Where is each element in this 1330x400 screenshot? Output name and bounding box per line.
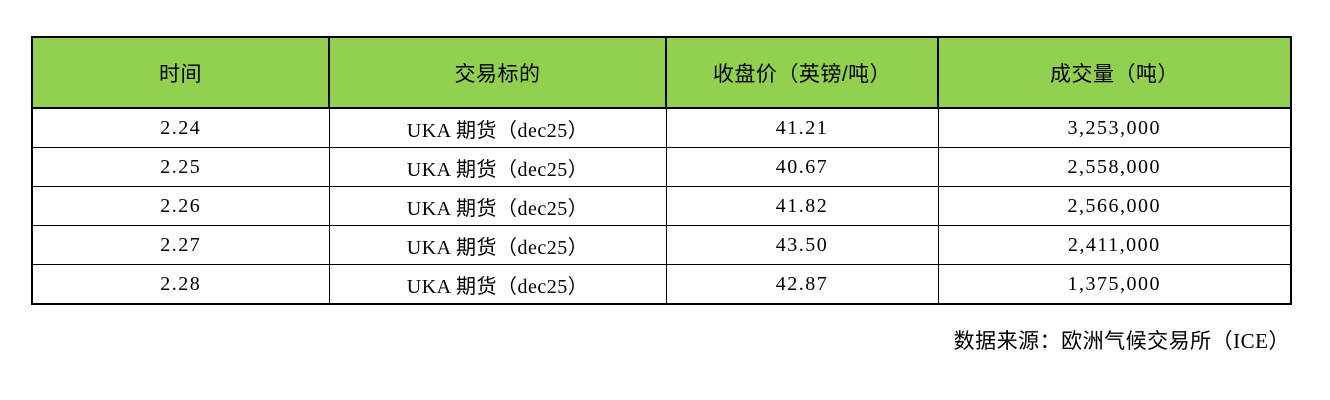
- cell-price: 41.82: [665, 186, 939, 226]
- cell-symbol: UKA 期货（dec25）: [328, 147, 667, 187]
- cell-price: 42.87: [665, 264, 939, 305]
- table-row: 2.27 UKA 期货（dec25） 43.50 2,411,000: [31, 225, 1292, 265]
- quote-table: 时间 交易标的 收盘价（英镑/吨） 成交量（吨） 2.24 UKA 期货（dec…: [31, 36, 1292, 305]
- cell-symbol: UKA 期货（dec25）: [328, 186, 667, 226]
- table-row: 2.25 UKA 期货（dec25） 40.67 2,558,000: [31, 147, 1292, 187]
- data-source-note: 数据来源：欧洲气候交易所（ICE）: [953, 329, 1290, 353]
- table-body: 2.24 UKA 期货（dec25） 41.21 3,253,000 2.25 …: [31, 107, 1292, 305]
- cell-volume: 2,558,000: [937, 147, 1292, 187]
- quote-table-container: 时间 交易标的 收盘价（英镑/吨） 成交量（吨） 2.24 UKA 期货（dec…: [31, 36, 1292, 305]
- column-header-volume: 成交量（吨）: [937, 36, 1292, 109]
- table-row: 2.24 UKA 期货（dec25） 41.21 3,253,000: [31, 107, 1292, 148]
- cell-volume: 1,375,000: [937, 264, 1292, 305]
- cell-price: 41.21: [665, 107, 939, 148]
- table-header: 时间 交易标的 收盘价（英镑/吨） 成交量（吨）: [31, 36, 1292, 109]
- cell-time: 2.28: [31, 264, 330, 305]
- cell-volume: 3,253,000: [937, 107, 1292, 148]
- cell-time: 2.25: [31, 147, 330, 187]
- column-header-symbol: 交易标的: [328, 36, 667, 109]
- table-header-row: 时间 交易标的 收盘价（英镑/吨） 成交量（吨）: [31, 36, 1292, 109]
- cell-price: 40.67: [665, 147, 939, 187]
- cell-time: 2.26: [31, 186, 330, 226]
- cell-symbol: UKA 期货（dec25）: [328, 107, 667, 148]
- column-header-time: 时间: [31, 36, 330, 109]
- cell-volume: 2,566,000: [937, 186, 1292, 226]
- column-header-price: 收盘价（英镑/吨）: [665, 36, 939, 109]
- cell-time: 2.27: [31, 225, 330, 265]
- cell-symbol: UKA 期货（dec25）: [328, 225, 667, 265]
- cell-symbol: UKA 期货（dec25）: [328, 264, 667, 305]
- table-row: 2.26 UKA 期货（dec25） 41.82 2,566,000: [31, 186, 1292, 226]
- cell-time: 2.24: [31, 107, 330, 148]
- cell-volume: 2,411,000: [937, 225, 1292, 265]
- cell-price: 43.50: [665, 225, 939, 265]
- table-row: 2.28 UKA 期货（dec25） 42.87 1,375,000: [31, 264, 1292, 305]
